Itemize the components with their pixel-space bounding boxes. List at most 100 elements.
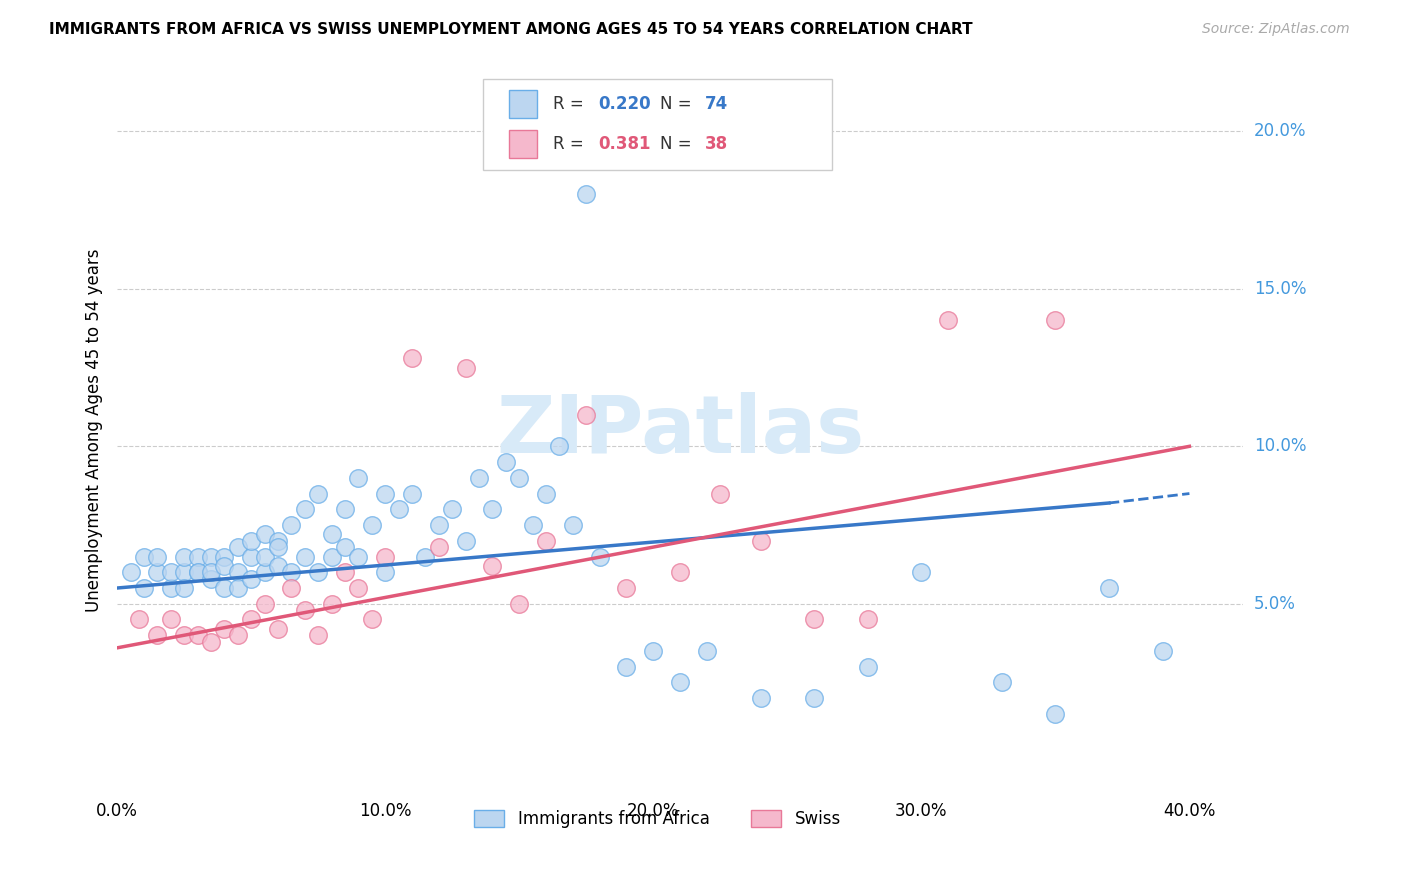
Point [267,622,290,636]
Point [709,486,731,500]
FancyBboxPatch shape [509,90,537,118]
Point [267,540,290,554]
Point [388,502,411,516]
Point [200,549,222,564]
Point [321,527,343,541]
Point [803,612,825,626]
Point [522,518,544,533]
Text: 15.0%: 15.0% [1254,280,1306,298]
Point [1098,581,1121,595]
Point [347,581,370,595]
Point [307,566,329,580]
Point [267,533,290,548]
Point [643,644,665,658]
Point [534,533,557,548]
Point [856,612,879,626]
Point [696,644,718,658]
Text: 0.220: 0.220 [598,95,651,113]
Point [856,659,879,673]
Point [669,566,692,580]
Text: 38: 38 [704,136,728,153]
Point [910,566,932,580]
Point [294,502,316,516]
Point [508,471,530,485]
Text: 5.0%: 5.0% [1254,595,1296,613]
Y-axis label: Unemployment Among Ages 45 to 54 years: Unemployment Among Ages 45 to 54 years [86,249,103,612]
Point [374,566,396,580]
Point [1152,644,1174,658]
Point [214,558,236,573]
Point [240,533,263,548]
Point [280,518,302,533]
Point [374,549,396,564]
Point [214,581,236,595]
Point [187,566,209,580]
Point [240,612,263,626]
Point [226,566,249,580]
Point [321,597,343,611]
Point [200,572,222,586]
Point [616,659,638,673]
Point [360,518,382,533]
Point [159,581,181,595]
Point [159,566,181,580]
Point [200,566,222,580]
Point [561,518,583,533]
Point [749,533,772,548]
FancyBboxPatch shape [484,79,832,169]
Point [441,502,464,516]
Text: N =: N = [659,136,697,153]
Point [240,549,263,564]
Text: 20.0%: 20.0% [1254,122,1306,140]
Point [468,471,491,485]
Point [333,540,356,554]
Point [347,471,370,485]
Point [146,566,169,580]
Point [548,439,571,453]
Point [374,486,396,500]
Text: R =: R = [553,136,589,153]
Text: ZIPatlas: ZIPatlas [496,392,865,469]
Point [173,581,195,595]
Point [575,187,598,202]
Point [495,455,517,469]
Point [454,360,477,375]
Point [347,549,370,564]
Point [187,549,209,564]
Point [415,549,437,564]
Text: 74: 74 [704,95,728,113]
Point [749,691,772,706]
Point [253,597,276,611]
Point [294,603,316,617]
Point [187,566,209,580]
Point [936,313,959,327]
Point [333,502,356,516]
Point [575,408,598,422]
Point [280,581,302,595]
Point [226,540,249,554]
Point [267,558,290,573]
Text: Source: ZipAtlas.com: Source: ZipAtlas.com [1202,22,1350,37]
Point [481,558,503,573]
Point [200,634,222,648]
Text: 10.0%: 10.0% [1254,437,1306,455]
Point [159,612,181,626]
Point [481,502,503,516]
Point [253,549,276,564]
Point [173,549,195,564]
Text: R =: R = [553,95,589,113]
Point [1045,706,1067,721]
Point [534,486,557,500]
FancyBboxPatch shape [509,130,537,158]
Text: IMMIGRANTS FROM AFRICA VS SWISS UNEMPLOYMENT AMONG AGES 45 TO 54 YEARS CORRELATI: IMMIGRANTS FROM AFRICA VS SWISS UNEMPLOY… [49,22,973,37]
Point [294,549,316,564]
Point [508,597,530,611]
Point [226,628,249,642]
Point [128,612,150,626]
Point [226,581,249,595]
Point [427,540,450,554]
Point [253,527,276,541]
Point [360,612,382,626]
Legend: Immigrants from Africa, Swiss: Immigrants from Africa, Swiss [468,804,848,835]
Point [401,351,423,366]
